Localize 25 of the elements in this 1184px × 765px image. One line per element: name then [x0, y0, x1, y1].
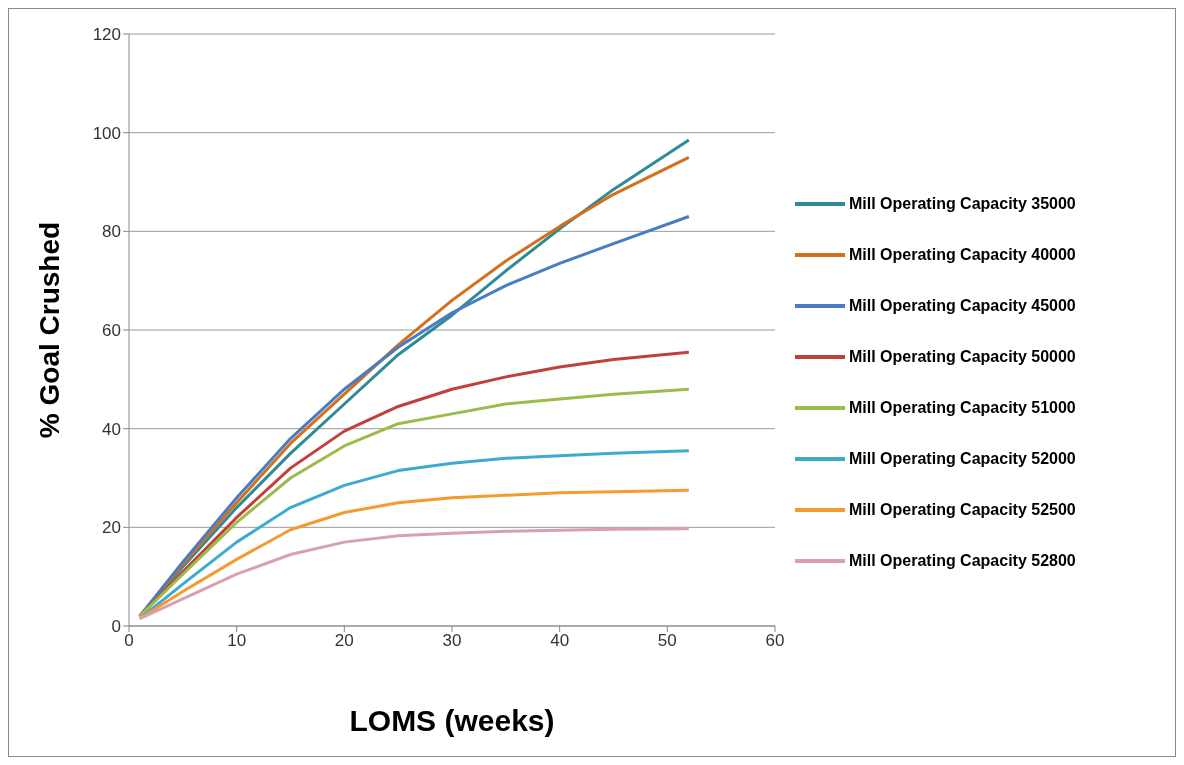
- y-tick-label: 40: [102, 419, 121, 439]
- legend-label: Mill Operating Capacity 45000: [849, 297, 1076, 315]
- legend-label: Mill Operating Capacity 50000: [849, 348, 1076, 366]
- legend-label: Mill Operating Capacity 52800: [849, 552, 1076, 570]
- x-tick-label: 50: [657, 631, 677, 651]
- line-series: [138, 527, 691, 621]
- x-tick-label: 20: [334, 631, 354, 651]
- y-tick-label: 60: [102, 321, 121, 341]
- legend-label: Mill Operating Capacity 52500: [849, 501, 1076, 519]
- x-tick-label: 60: [765, 631, 785, 651]
- legend-label: Mill Operating Capacity 52000: [849, 450, 1076, 468]
- y-tick-label: 100: [92, 123, 121, 143]
- x-tick-label: 30: [442, 631, 462, 651]
- y-tick-label: 80: [102, 222, 121, 242]
- y-axis-title: % Goal Crushed: [33, 221, 65, 439]
- legend-label: Mill Operating Capacity 51000: [849, 399, 1076, 417]
- legend-label: Mill Operating Capacity 40000: [849, 246, 1076, 264]
- x-tick-label: 40: [550, 631, 570, 651]
- x-tick-label: 0: [124, 631, 134, 651]
- y-tick-label: 0: [111, 617, 121, 637]
- x-axis-title: LOMS (weeks): [349, 704, 555, 737]
- y-tick-label: 120: [92, 25, 121, 45]
- x-tick-label: 10: [227, 631, 247, 651]
- y-tick-label: 20: [102, 518, 121, 538]
- legend-label: Mill Operating Capacity 35000: [849, 195, 1076, 213]
